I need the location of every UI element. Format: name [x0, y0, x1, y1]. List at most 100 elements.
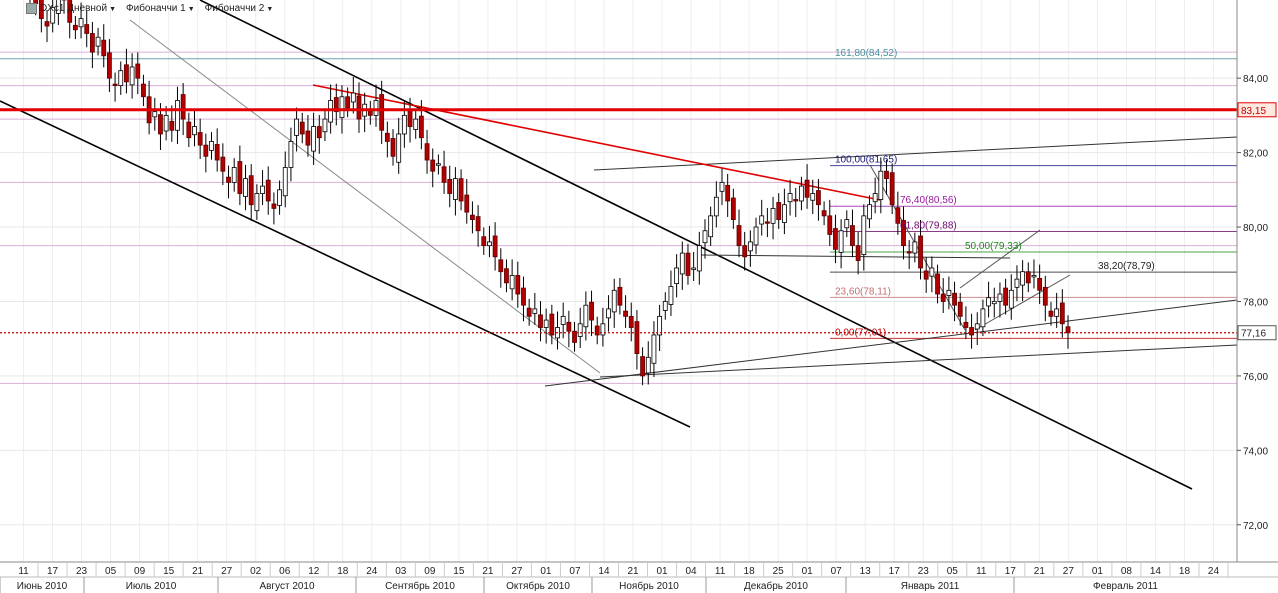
candle-body: [923, 270, 929, 280]
fib-level-label: 0,00(77,01): [835, 327, 886, 338]
y-tick-label: 76,00: [1243, 372, 1268, 383]
candle-body: [470, 214, 475, 220]
candle-body: [311, 126, 317, 152]
candle-body: [577, 323, 583, 337]
dropdown-arrow-icon[interactable]: ▼: [109, 6, 117, 14]
candle-body: [220, 156, 226, 172]
candle-body: [1025, 271, 1031, 284]
candle-body: [129, 66, 135, 86]
dropdown-arrow-icon[interactable]: ▼: [187, 6, 195, 14]
x-day-label: 05: [105, 566, 117, 577]
y-tick-label: 80,00: [1243, 223, 1268, 234]
candle-body: [226, 176, 231, 183]
x-month-label: Июль 2010: [126, 581, 177, 592]
fib-level-label: 100,00(81,65): [835, 155, 897, 166]
x-day-label: 23: [76, 566, 88, 577]
candle-body: [935, 273, 940, 295]
x-day-label: 01: [802, 566, 814, 577]
x-day-label: 21: [1034, 566, 1046, 577]
candle-body: [135, 63, 141, 79]
candle-body: [980, 308, 986, 328]
candle-body: [640, 356, 645, 377]
x-day-label: 05: [947, 566, 959, 577]
trend-line: [129, 19, 601, 374]
candle-body: [878, 170, 884, 200]
candle-body: [634, 321, 640, 354]
candle-body: [929, 267, 935, 277]
candle-body: [833, 228, 838, 250]
candle-body: [430, 159, 436, 172]
legend-label: Фибоначчи 2: [204, 3, 265, 15]
candle-body: [753, 226, 759, 246]
candle-body: [611, 289, 617, 313]
candle-body: [214, 144, 220, 161]
candle-body: [793, 199, 799, 202]
candle-body: [118, 70, 124, 87]
x-day-label: 21: [192, 566, 204, 577]
candle-body: [277, 189, 282, 206]
candle-body: [475, 216, 481, 232]
legend-item-fib1[interactable]: Фибоначчи 1 ▼: [126, 3, 195, 14]
x-day-label: 09: [424, 566, 436, 577]
candle-body: [282, 167, 288, 197]
candle-body: [38, 0, 44, 20]
candle-body: [674, 267, 680, 285]
candle-body: [1031, 275, 1037, 278]
x-day-label: 27: [221, 566, 233, 577]
y-tick-label: 72,00: [1243, 521, 1268, 532]
candle-body: [424, 143, 430, 161]
y-tick-label: 82,00: [1243, 149, 1268, 160]
candle-body: [600, 323, 606, 336]
candle-body: [657, 315, 663, 336]
candle-body: [850, 225, 855, 247]
candle-body: [787, 193, 793, 203]
candle-body: [101, 39, 107, 57]
candle-body: [560, 315, 566, 325]
x-day-label: 14: [598, 566, 610, 577]
candle-body: [742, 245, 748, 258]
candle-body: [810, 193, 816, 201]
fib-level-label: 38,20(78,79): [1098, 261, 1155, 272]
x-day-label: 17: [47, 566, 59, 577]
candle-body: [549, 313, 555, 336]
candle-body: [844, 219, 850, 229]
candle-body: [1065, 326, 1071, 334]
candle-body: [1048, 310, 1054, 317]
candle-body: [401, 114, 407, 135]
candle-body: [668, 286, 674, 305]
candle-body: [299, 121, 305, 135]
candle-body: [589, 301, 594, 321]
candle-body: [1008, 289, 1014, 309]
candle-body: [884, 170, 889, 180]
x-month-label: Февраль 2011: [1093, 581, 1158, 592]
candle-body: [288, 141, 294, 168]
legend-label: DXc1 Дневной: [40, 3, 108, 15]
y-tick-label: 84,00: [1243, 74, 1268, 85]
candle-body: [543, 319, 549, 328]
candle-body: [952, 292, 957, 306]
fib-level-label: 61,80(79,88): [900, 220, 957, 231]
x-day-label: 12: [308, 566, 320, 577]
candle-body: [861, 215, 867, 255]
candle-body: [521, 287, 526, 306]
candle-body: [407, 109, 413, 127]
legend-item-fib2[interactable]: Фибоначчи 2 ▼: [205, 3, 274, 14]
y-tick-label: 78,00: [1243, 297, 1268, 308]
candle-body: [50, 7, 56, 24]
candle-body: [390, 138, 396, 157]
candle-body: [175, 100, 180, 131]
candle-body: [413, 118, 419, 130]
candle-body: [384, 132, 390, 142]
candle-body: [350, 92, 356, 103]
trend-line: [544, 299, 1238, 387]
candle-body: [781, 204, 787, 223]
candle-body: [867, 204, 872, 220]
candle-body: [901, 219, 906, 247]
candle-body: [628, 315, 634, 328]
dropdown-arrow-icon[interactable]: ▼: [266, 6, 274, 14]
candle-body: [986, 297, 991, 307]
candle-body: [991, 301, 997, 305]
candle-body: [333, 97, 339, 113]
legend-item-instrument[interactable]: DXc1 Дневной ▼: [26, 3, 116, 14]
